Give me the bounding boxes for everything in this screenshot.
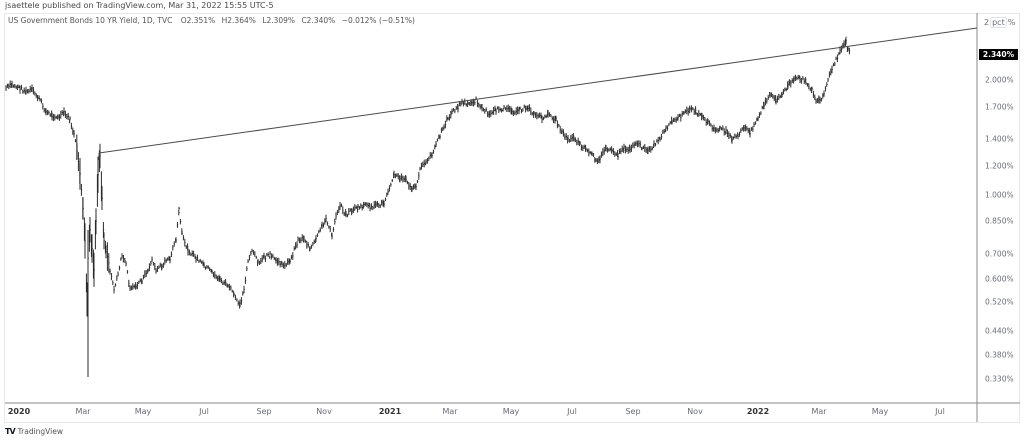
time-label: Jul (935, 407, 945, 416)
chart-legend: US Government Bonds 10 YR Yield, 1D, TVC… (8, 16, 419, 25)
price-tick: 2.000% (985, 75, 1014, 85)
time-label: Jul (567, 407, 577, 416)
price-tick: 1.400% (985, 134, 1014, 144)
unit-suffix: % (1007, 18, 1016, 27)
chart-frame (4, 13, 1020, 423)
time-label: Mar (442, 407, 458, 416)
tradingview-logo[interactable]: TV TradingView (5, 427, 63, 436)
price-tick: 0.380% (985, 350, 1014, 360)
time-label: Sep (256, 407, 272, 416)
legend-close: C2.340% (301, 16, 336, 25)
unit-prefix: 2 (984, 18, 990, 27)
price-tick: 0.700% (985, 249, 1014, 259)
time-label: Nov (687, 407, 703, 416)
current-price-label: 2.340% (979, 49, 1018, 60)
time-label: Jul (199, 407, 209, 416)
price-axis[interactable]: 2.000% 1.700% 1.400% 1.200% 1.000% 0.850% 0.70… (977, 13, 1020, 403)
trendline (98, 27, 978, 154)
time-label: May (871, 407, 889, 416)
time-label: Mar (75, 407, 91, 416)
price-tick: 0.850% (985, 216, 1014, 226)
unit-selector[interactable]: 2 pct% (984, 17, 1016, 28)
time-label: May (134, 407, 152, 416)
time-label: Sep (625, 407, 641, 416)
time-label: 2022 (746, 407, 770, 416)
legend-high: H2.364% (221, 16, 256, 25)
legend-open: O2.351% (180, 16, 216, 25)
time-label: May (502, 407, 520, 416)
time-label: 2020 (7, 407, 31, 416)
tradingview-logo-text: TradingView (17, 427, 63, 436)
price-tick: 0.600% (985, 274, 1014, 284)
legend-low: L2.309% (262, 16, 296, 25)
time-label: 2021 (378, 407, 402, 416)
time-label: Nov (316, 407, 332, 416)
price-tick: 0.330% (985, 374, 1014, 384)
price-tick: 0.520% (985, 297, 1014, 307)
legend-symbol: US Government Bonds 10 YR Yield, 1D, TVC (8, 16, 173, 25)
publisher-line: jsaettele published on TradingView.com, … (5, 1, 274, 10)
price-tick: 1.700% (985, 102, 1014, 112)
price-tick: 0.440% (985, 326, 1014, 336)
price-tick: 1.200% (985, 161, 1014, 171)
unit-box[interactable]: pct (990, 17, 1007, 28)
tradingview-logo-icon: TV (5, 427, 16, 436)
time-label: Mar (811, 407, 827, 416)
legend-change: −0.012% (−0.51%) (341, 16, 415, 25)
time-axis[interactable]: 2020 Mar May Jul Sep Nov 2021 Mar May Jul Sep Nov 20… (5, 403, 977, 422)
price-tick: 1.000% (985, 190, 1014, 200)
ohlc-bars (5, 36, 851, 377)
